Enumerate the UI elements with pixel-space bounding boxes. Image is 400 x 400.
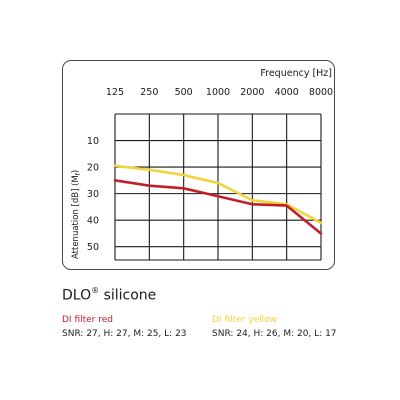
y-axis-label-end: ) [71,170,81,173]
x-tick-label: 2000 [240,87,264,98]
chart-grid [114,113,322,261]
x-tick-label: 8000 [309,87,333,98]
y-tick-labels: 10 20 30 40 50 [87,136,99,253]
product-material: silicone [103,287,157,304]
legend-red-name: DI filter red [62,315,113,325]
x-tick-label: 1000 [206,87,230,98]
x-tick-label: 500 [175,87,193,98]
legend-yellow-name: DI filter yellow [212,315,277,325]
product-name: DLO [62,287,92,304]
series-line-di-filter-yellow [113,164,323,225]
x-tick-label: 125 [106,87,124,98]
y-axis-label: Attenuation [dB] (Mf) [71,170,82,259]
series-line-di-filter-red [113,179,323,235]
chart-frame [62,60,335,270]
y-tick-label: 30 [87,189,99,200]
legend-red-rating: SNR: 27, H: 27, M: 25, L: 23 [62,329,187,339]
y-axis-label-sub: f [75,172,82,175]
y-axis-label-main: Attenuation [dB] (M [71,175,81,259]
y-tick-label: 10 [87,136,99,147]
chart-series [113,164,323,235]
x-axis-label: Frequency [Hz] [260,68,332,79]
registered-mark: ® [91,286,100,295]
legend-yellow-rating: SNR: 24, H: 26, M: 20, L: 17 [212,329,337,339]
y-tick-label: 20 [87,163,99,174]
x-tick-label: 250 [140,87,158,98]
y-tick-label: 40 [87,216,99,227]
product-title: DLO® silicone [62,286,157,304]
x-tick-label: 4000 [275,87,299,98]
y-tick-label: 50 [87,242,99,253]
x-tick-labels: 125 250 500 1000 2000 4000 8000 [106,87,333,98]
